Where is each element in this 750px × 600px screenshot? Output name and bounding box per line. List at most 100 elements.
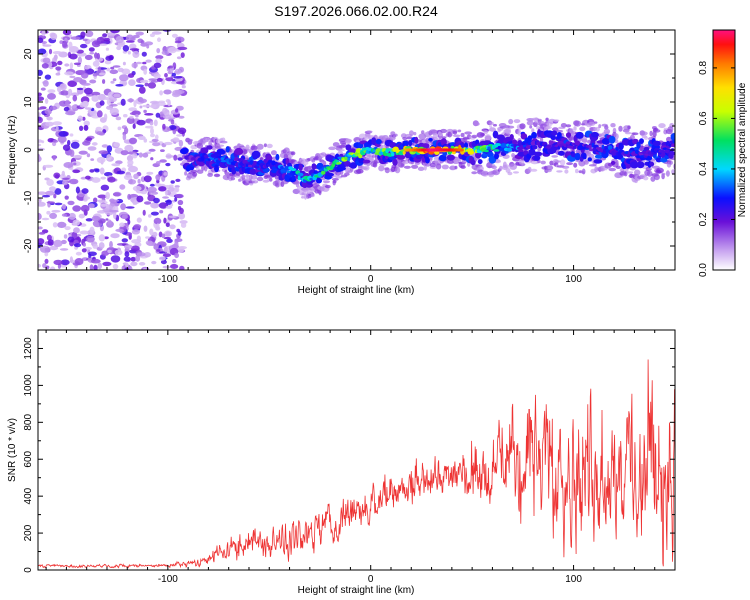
noise-blob	[115, 35, 124, 44]
noise-blob	[175, 186, 180, 193]
halo-blob	[452, 134, 461, 138]
x-tick-label: 0	[368, 574, 374, 585]
noise-blob	[55, 72, 61, 76]
halo-blob	[626, 171, 634, 174]
ridge-blob	[345, 144, 352, 151]
noise-blob	[128, 107, 137, 112]
noise-blob	[93, 264, 98, 270]
noise-blob	[105, 218, 109, 221]
ridge-blob	[594, 154, 603, 159]
noise-blob	[162, 196, 169, 199]
ridge-blob	[528, 148, 536, 156]
halo-blob	[581, 168, 586, 175]
noise-blob	[174, 241, 179, 248]
noise-blob	[128, 137, 138, 144]
noise-blob	[166, 68, 172, 72]
ridge-blob	[629, 161, 639, 169]
noise-blob	[55, 66, 62, 71]
halo-blob	[587, 121, 596, 126]
halo-blob	[266, 143, 273, 149]
noise-blob	[167, 46, 177, 54]
spectrogram-y-axis-label: Frequency (Hz)	[7, 116, 18, 185]
ridge-core	[615, 146, 619, 151]
halo-blob	[440, 128, 448, 134]
noise-blob	[41, 30, 46, 37]
halo-blob	[207, 172, 214, 177]
noise-blob	[45, 121, 54, 127]
halo-blob	[243, 149, 248, 155]
noise-blob	[49, 212, 57, 219]
noise-blob	[111, 163, 121, 167]
halo-blob	[464, 131, 472, 135]
y-tick-label: 0	[23, 567, 34, 573]
halo-blob	[644, 136, 648, 141]
noise-blob	[72, 169, 81, 174]
halo-blob	[332, 180, 336, 186]
noise-blob	[53, 172, 61, 179]
noise-blob	[128, 43, 137, 50]
noise-blob	[163, 141, 173, 146]
noise-blob	[61, 170, 65, 177]
ridge-blob	[348, 148, 356, 154]
ridge-blob	[421, 143, 430, 149]
noise-blob	[112, 65, 121, 68]
ridge-core	[670, 143, 675, 148]
noise-blob	[84, 65, 91, 70]
halo-blob	[338, 149, 345, 152]
ridge-blob	[200, 147, 209, 154]
halo-blob	[411, 164, 419, 169]
noise-blob	[46, 201, 55, 204]
noise-blob	[136, 217, 142, 223]
noise-blob	[113, 142, 121, 148]
noise-blob	[152, 231, 158, 238]
noise-blob	[178, 115, 185, 119]
noise-blob	[136, 252, 146, 257]
noise-blob	[177, 127, 187, 135]
noise-blob	[174, 68, 182, 75]
y-tick-label: 400	[23, 487, 34, 504]
y-tick-label: 0	[23, 147, 34, 153]
halo-blob	[627, 125, 631, 130]
noise-blob	[121, 214, 128, 220]
noise-blob	[51, 209, 61, 213]
noise-blob	[144, 201, 152, 205]
noise-blob	[131, 153, 138, 159]
noise-blob	[46, 179, 54, 186]
noise-blob	[75, 186, 80, 194]
halo-blob	[574, 120, 581, 127]
halo-blob	[540, 136, 544, 143]
noise-blob	[38, 69, 43, 76]
noise-blob	[109, 103, 118, 107]
noise-blob	[139, 98, 147, 104]
ridge-peak	[457, 148, 464, 152]
noise-blob	[142, 209, 146, 216]
ridge-blob	[249, 168, 257, 175]
noise-blob	[64, 195, 69, 200]
noise-blob	[176, 228, 181, 233]
ridge-core	[391, 152, 395, 157]
ridge-blob	[512, 139, 518, 145]
noise-blob	[60, 259, 70, 266]
noise-blob	[73, 62, 81, 66]
noise-blob	[106, 99, 111, 105]
noise-blob	[63, 162, 74, 168]
noise-blob	[132, 50, 140, 59]
noise-blob	[110, 233, 120, 239]
noise-blob	[62, 203, 66, 210]
noise-blob	[139, 105, 143, 109]
ridge-blob	[550, 135, 557, 141]
ridge-core	[402, 151, 406, 155]
ridge-blob	[392, 158, 398, 166]
noise-blob	[59, 248, 69, 251]
noise-blob	[148, 78, 158, 81]
ridge-blob	[557, 150, 565, 156]
noise-blob	[180, 52, 185, 58]
noise-blob	[148, 148, 156, 152]
halo-blob	[629, 134, 635, 141]
noise-blob	[138, 86, 146, 94]
halo-blob	[345, 138, 351, 144]
halo-blob	[573, 162, 578, 168]
ridge-core	[532, 145, 538, 150]
noise-blob	[38, 226, 43, 230]
noise-blob	[103, 113, 108, 121]
